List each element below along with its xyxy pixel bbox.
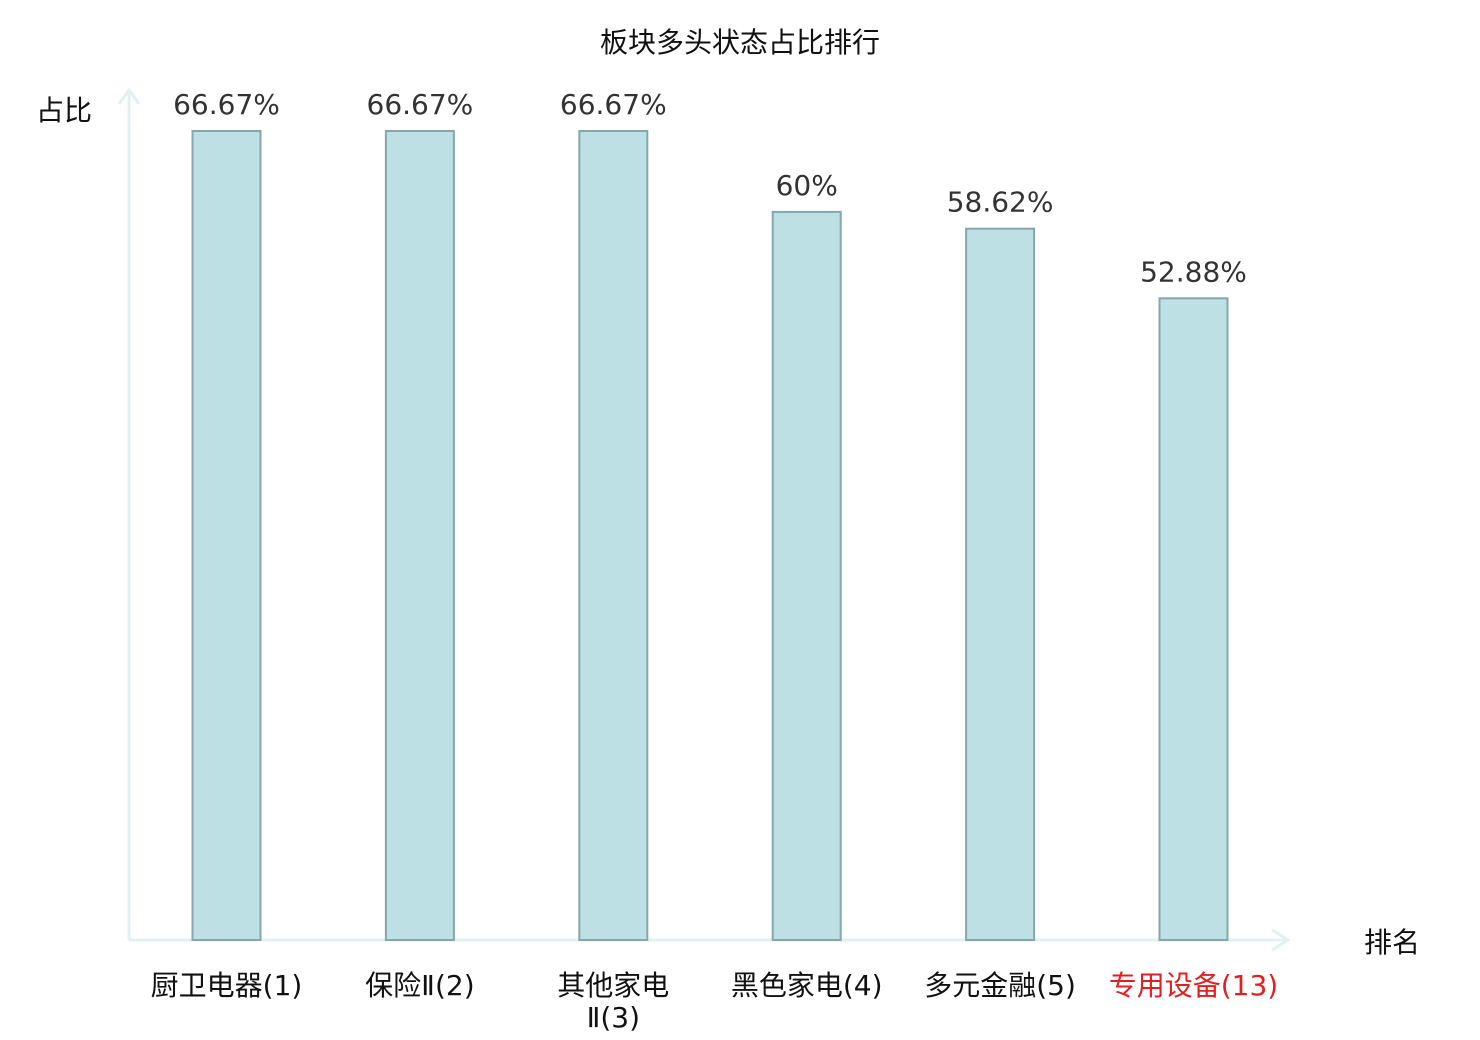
bar-value-label: 66.67% <box>560 88 667 121</box>
y-axis-label: 占比 <box>36 94 92 127</box>
bar <box>578 130 649 941</box>
bar-value-label: 60% <box>776 169 838 202</box>
axes <box>117 87 1291 952</box>
bar-value-label: 66.67% <box>367 88 474 121</box>
category-label: 专用设备(13) <box>1109 969 1278 1002</box>
bar-value-label: 66.67% <box>173 88 280 121</box>
bar <box>384 130 455 941</box>
category-label: 多元金融(5) <box>924 969 1076 1002</box>
bar <box>191 130 262 941</box>
bar-value-label: 52.88% <box>1140 255 1247 288</box>
y-axis-arrow <box>117 87 141 105</box>
x-axis-label: 排名 <box>1364 926 1420 959</box>
bar <box>965 227 1036 941</box>
bar-value-label: 58.62% <box>947 186 1054 219</box>
category-label: Ⅱ(3) <box>587 1001 640 1034</box>
bars <box>191 130 1229 941</box>
bar <box>771 210 842 941</box>
value-labels: 66.67% 66.67% 66.67% 60% 58.62% 52.88% <box>173 88 1247 288</box>
category-label: 保险Ⅱ(2) <box>365 969 474 1002</box>
bar <box>1158 297 1229 941</box>
category-label: 厨卫电器(1) <box>151 969 303 1002</box>
category-label: 其他家电 <box>557 969 669 1002</box>
chart-title: 板块多头状态占比排行 <box>600 26 880 59</box>
category-label: 黑色家电(4) <box>731 969 883 1002</box>
x-axis-arrow <box>1271 928 1291 952</box>
